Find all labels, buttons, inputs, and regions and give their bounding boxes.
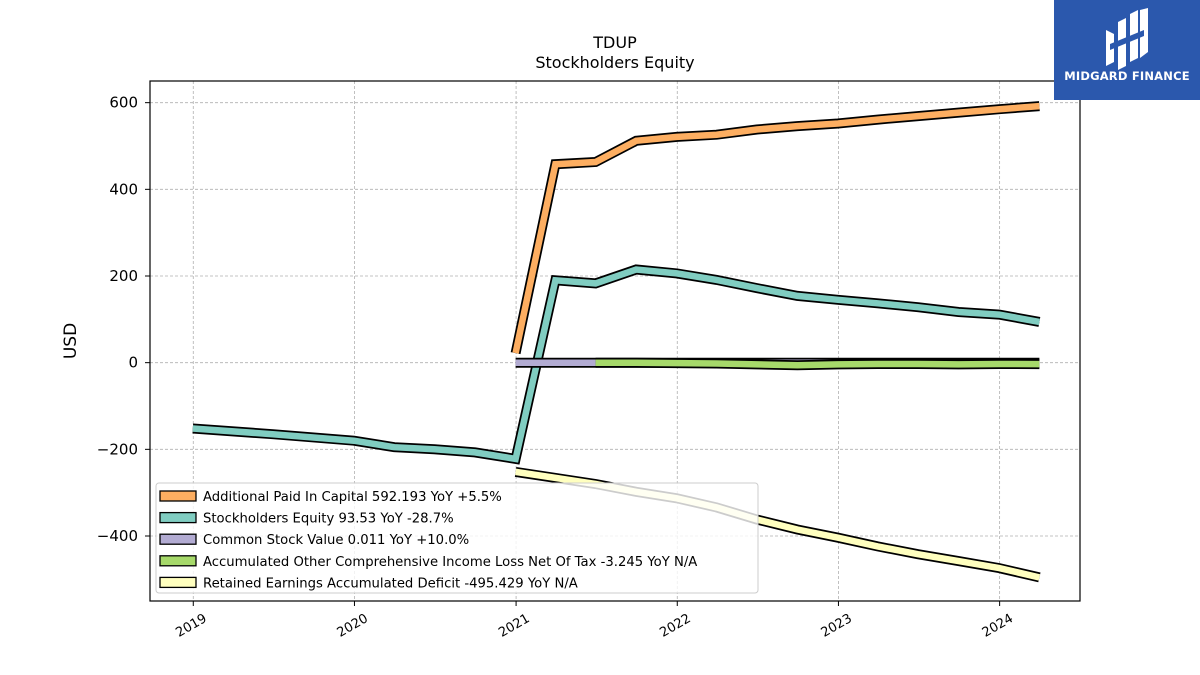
x-tick-label: 2024: [980, 611, 1016, 641]
legend-swatch: [159, 555, 197, 567]
legend-label: Retained Earnings Accumulated Deficit -4…: [203, 576, 578, 591]
y-tick-label: 200: [109, 267, 138, 285]
x-tick-label: 2022: [657, 611, 693, 641]
brand-logo: MIDGARD FINANCE: [1054, 0, 1200, 100]
plot-frame: [149, 80, 1081, 602]
legend-swatch: [159, 533, 197, 545]
x-tick-label: 2021: [496, 611, 532, 641]
x-tick-label: 2019: [173, 611, 209, 641]
legend-box: [155, 482, 759, 594]
legend-swatch: [159, 576, 197, 589]
x-tick-label: 2020: [335, 611, 371, 641]
brand-name: MIDGARD FINANCE: [1064, 69, 1190, 83]
x-tick-label: 2023: [819, 611, 855, 641]
series-line-fill: [512, 102, 1040, 354]
series-line-fill: [595, 359, 1040, 369]
series-line: [595, 357, 1040, 371]
series-line-fill: [192, 266, 1040, 463]
midgard-logo-icon: [1106, 8, 1148, 70]
y-tick-label: −200: [97, 440, 138, 458]
legend-label: Common Stock Value 0.011 YoY +10.0%: [203, 533, 469, 548]
y-tick-label: 400: [109, 180, 138, 198]
legend-label: Stockholders Equity 93.53 YoY -28.7%: [203, 512, 454, 527]
chart-subtitle: Stockholders Equity: [535, 53, 694, 72]
legend-swatch: [159, 511, 197, 524]
y-tick-label: 0: [128, 354, 138, 372]
series-line: [192, 264, 1041, 465]
chart-title: TDUP: [592, 33, 637, 52]
legend: Additional Paid In Capital 592.193 YoY +…: [155, 482, 759, 594]
y-axis-label: USD: [61, 323, 81, 359]
legend-swatch: [159, 490, 197, 502]
y-tick-label: 600: [109, 94, 138, 112]
legend-label: Additional Paid In Capital 592.193 YoY +…: [203, 490, 502, 505]
series-line: [510, 101, 1040, 355]
y-tick-label: −400: [97, 527, 138, 545]
legend-label: Accumulated Other Comprehensive Income L…: [203, 555, 697, 570]
